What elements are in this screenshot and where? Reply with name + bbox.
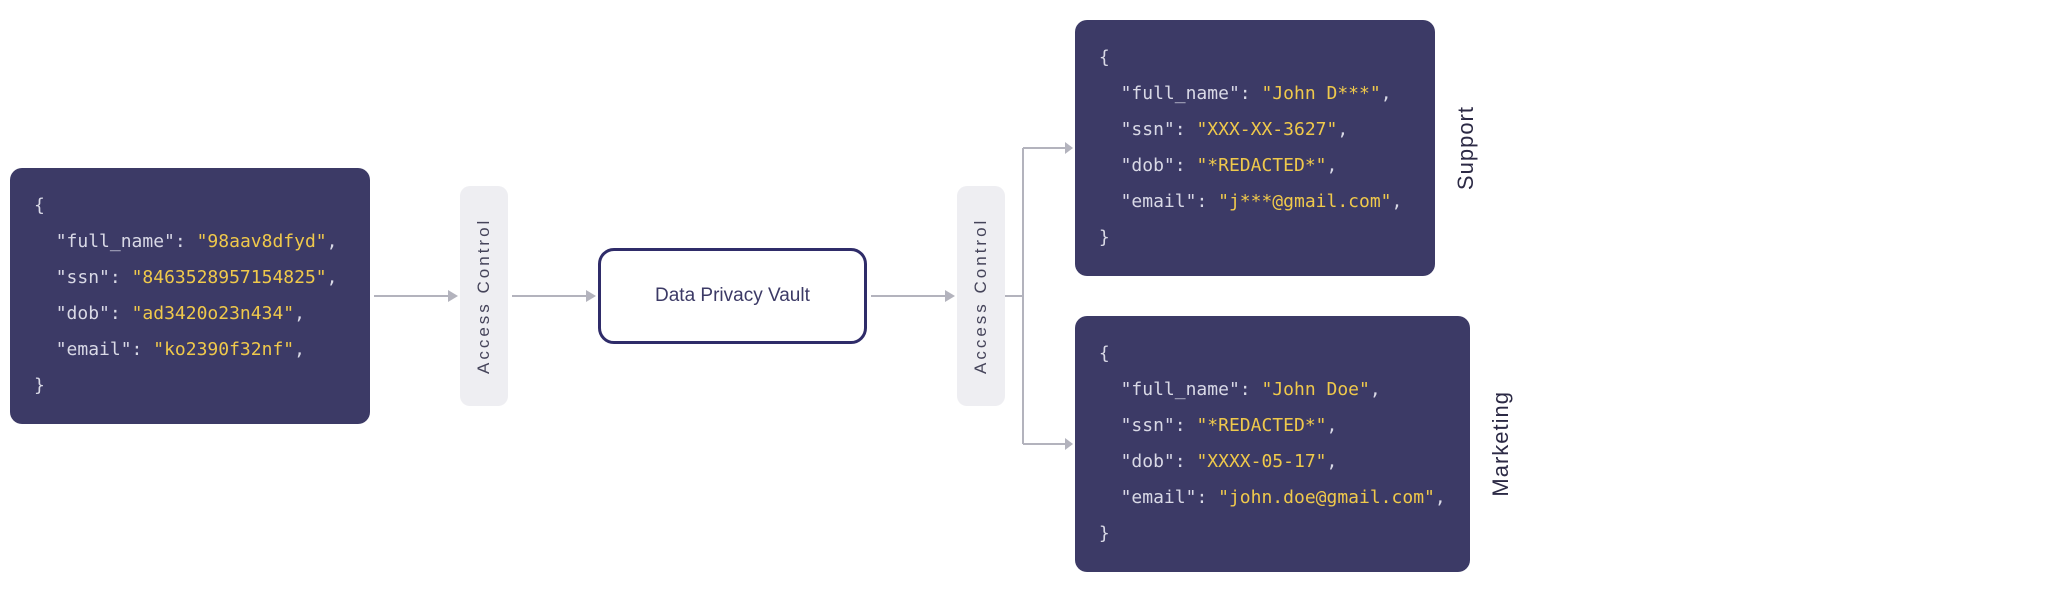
access-control-right: Access Control bbox=[957, 186, 1005, 406]
marketing-label: Marketing bbox=[1488, 391, 1514, 497]
arrow-input-to-ac1 bbox=[370, 286, 460, 306]
arrow-ac1-to-vault bbox=[508, 286, 598, 306]
input-json-block: { "full_name": "98aav8dfyd", "ssn": "846… bbox=[10, 168, 370, 424]
output-column: { "full_name": "John D***", "ssn": "XXX-… bbox=[1075, 20, 1514, 572]
output-row-marketing: { "full_name": "John Doe", "ssn": "*REDA… bbox=[1075, 316, 1514, 572]
split-connector bbox=[1005, 20, 1075, 572]
support-label: Support bbox=[1453, 106, 1479, 190]
output-row-support: { "full_name": "John D***", "ssn": "XXX-… bbox=[1075, 20, 1514, 276]
marketing-json-block: { "full_name": "John Doe", "ssn": "*REDA… bbox=[1075, 316, 1470, 572]
arrow-vault-to-ac2 bbox=[867, 286, 957, 306]
diagram-root: { "full_name": "98aav8dfyd", "ssn": "846… bbox=[10, 20, 2038, 572]
support-json-block: { "full_name": "John D***", "ssn": "XXX-… bbox=[1075, 20, 1435, 276]
access-control-left: Access Control bbox=[460, 186, 508, 406]
data-privacy-vault: Data Privacy Vault bbox=[598, 248, 867, 344]
